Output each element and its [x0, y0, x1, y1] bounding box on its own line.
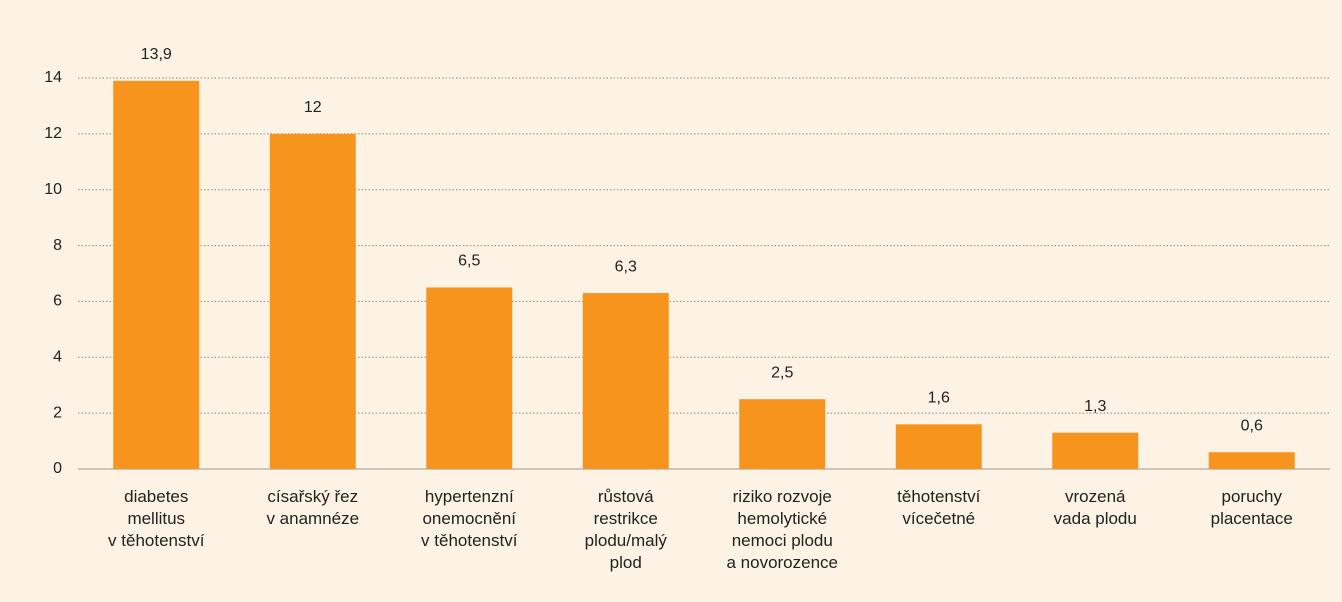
x-tick-label: těhotenství vícečetné [897, 487, 981, 528]
y-tick-label: 6 [53, 293, 62, 310]
value-label: 1,6 [928, 390, 950, 407]
value-label: 12 [304, 99, 322, 116]
y-tick-label: 14 [44, 69, 62, 86]
x-tick-label: diabetes mellitus v těhotenství [108, 487, 205, 550]
x-tick-label: riziko rozvoje hemolytické nemoci plodu … [726, 487, 839, 572]
x-tick-label: poruchy placentace [1210, 487, 1293, 528]
y-tick-label: 8 [53, 237, 62, 254]
value-label: 6,5 [458, 253, 480, 270]
x-tick-label: hypertenzní onemocnění v těhotenství [421, 487, 518, 550]
bar [1208, 452, 1295, 469]
y-tick-label: 0 [53, 460, 62, 477]
value-label: 13,9 [141, 46, 172, 63]
y-tick-label: 4 [53, 349, 62, 366]
value-label: 2,5 [771, 364, 793, 381]
bar [739, 399, 826, 469]
y-tick-label: 12 [44, 125, 62, 142]
x-tick-label: vrozená vada plodu [1053, 487, 1137, 528]
value-label: 1,3 [1084, 398, 1106, 415]
bar [582, 293, 669, 469]
x-tick-label: císařský řez v anamnéze [266, 487, 360, 528]
bar [269, 133, 356, 469]
bar [426, 287, 513, 469]
bar [113, 80, 200, 470]
bar [895, 424, 982, 469]
x-tick-label: růstová restrikce plodu/malý plod [584, 487, 667, 572]
y-tick-label: 10 [44, 181, 62, 198]
value-label: 6,3 [615, 258, 637, 275]
value-label: 0,6 [1241, 417, 1263, 434]
y-tick-label: 2 [53, 404, 62, 421]
bar [1052, 432, 1139, 469]
